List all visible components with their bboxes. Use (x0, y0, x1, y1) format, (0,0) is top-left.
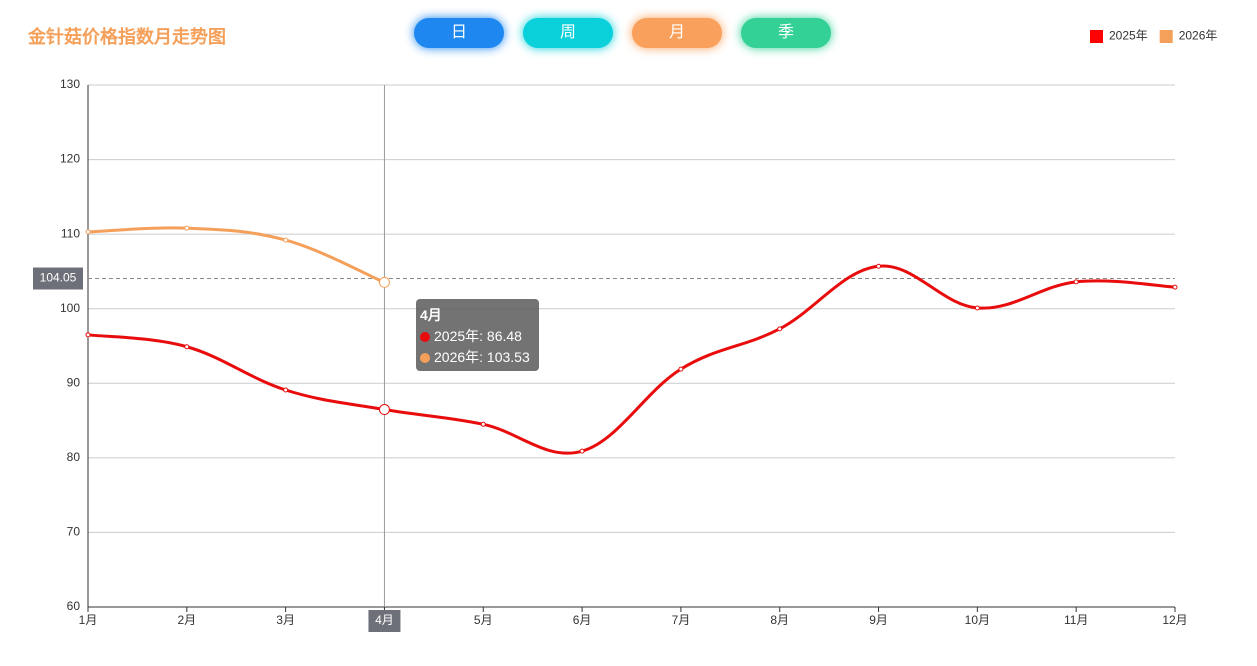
tooltip-text: 2026年: 103.53 (434, 349, 530, 365)
tooltip-title: 4月 (420, 307, 442, 323)
tooltip-item: 2025年: 86.48 (420, 326, 535, 347)
x-tick-label: 9月 (869, 613, 888, 627)
y-tick-label: 60 (67, 599, 81, 613)
data-point (974, 305, 980, 311)
x-tick-label: 3月 (276, 613, 295, 627)
y-tick-label: 120 (60, 152, 80, 166)
axis-pointer-label: 104.05 (40, 271, 77, 285)
series-line (87, 226, 386, 284)
y-tick-label: 100 (60, 301, 80, 315)
tab-button[interactable]: 季 (741, 18, 831, 48)
tooltip-text: 2025年: 86.48 (434, 328, 522, 344)
series-line (87, 264, 1176, 455)
y-tick-label: 130 (60, 77, 80, 91)
data-point (283, 237, 289, 243)
x-tick-label: 7月 (672, 613, 691, 627)
tab-button[interactable]: 月 (632, 18, 722, 48)
data-point (1172, 284, 1178, 290)
legend-label: 2026年 (1179, 29, 1218, 43)
x-tick-label: 2月 (177, 613, 196, 627)
data-point (480, 421, 486, 427)
data-point (378, 276, 390, 288)
data-point (1073, 279, 1079, 285)
tooltip: 4月 2025年: 86.48 2026年: 103.53 (416, 299, 539, 371)
data-point (184, 225, 190, 231)
legend-label: 2025年 (1109, 29, 1148, 43)
data-point (184, 344, 190, 350)
axis-pointer-box (33, 267, 83, 290)
y-tick-label: 90 (67, 375, 81, 389)
y-tick-label: 110 (61, 226, 80, 240)
x-tick-label: 4月 (375, 613, 394, 627)
x-tick-label: 1月 (79, 613, 98, 627)
data-point (85, 229, 91, 235)
x-tick-label: 5月 (474, 613, 493, 627)
legend-swatch (1090, 30, 1103, 43)
data-point (876, 263, 882, 269)
x-tick-label: 10月 (965, 613, 990, 627)
y-tick-label: 80 (67, 450, 81, 464)
data-point (85, 332, 91, 338)
data-point (777, 326, 783, 332)
x-tick-label: 6月 (573, 613, 592, 627)
x-tick-label: 12月 (1162, 613, 1187, 627)
tab-button[interactable]: 周 (523, 18, 613, 48)
x-pointer-box (368, 610, 401, 632)
x-tick-label: 8月 (770, 613, 789, 627)
tooltip-dot (420, 332, 430, 342)
data-point (378, 404, 390, 416)
tooltip-item: 2026年: 103.53 (420, 347, 535, 368)
tab-button[interactable]: 日 (414, 18, 504, 48)
tooltip-dot (420, 353, 430, 363)
data-point (283, 387, 289, 393)
data-point (579, 448, 585, 454)
data-point (678, 366, 684, 372)
y-tick-label: 70 (67, 525, 81, 539)
x-tick-label: 11月 (1064, 613, 1088, 627)
chart-title: 金针菇价格指数月走势图 (27, 26, 226, 47)
legend-swatch (1159, 30, 1173, 43)
